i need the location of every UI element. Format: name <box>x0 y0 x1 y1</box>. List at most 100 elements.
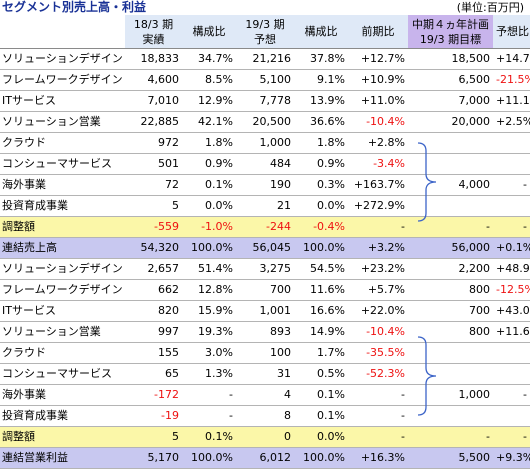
cell-actual: -19 <box>125 405 182 427</box>
cell-forecast: -244 <box>236 216 294 238</box>
cell-forecast: 4 <box>236 384 294 406</box>
cell-actual: 5 <box>125 426 182 448</box>
header-vs-forecast: 予想比 <box>493 15 530 49</box>
table-row: ソリューションデザイン 18,833 34.7% 21,216 37.8% +12.7% 1… <box>0 48 530 70</box>
row-label: クラウド <box>0 342 125 364</box>
cell-forecast: 8 <box>236 405 294 427</box>
cell-vs-forecast: - <box>493 216 530 238</box>
cell-ratio-forecast: 14.9% <box>294 321 348 343</box>
row-label: 連結売上高 <box>0 237 125 259</box>
cell-ratio-forecast: 100.0% <box>294 237 348 259</box>
row-label: コンシューマサービス <box>0 153 125 175</box>
cell-ratio-forecast: -0.4% <box>294 216 348 238</box>
cell-ratio-forecast: 36.6% <box>294 111 348 133</box>
cell-ratio-forecast: 100.0% <box>294 447 348 469</box>
header-actual: 18/3 期実績 <box>125 15 182 49</box>
cell-midterm-target: 6,500 <box>408 69 493 91</box>
table-row: ソリューションデザイン 2,657 51.4% 3,275 54.5% +23.2% 2,2… <box>0 258 530 280</box>
row-label: 海外事業 <box>0 384 125 406</box>
cell-ratio-forecast: 0.1% <box>294 405 348 427</box>
segment-table: 18/3 期実績 構成比 19/3 期予想 構成比 前期比 中期４ヵ年計画 19/… <box>0 15 530 469</box>
cell-yoy: +5.7% <box>348 279 408 301</box>
cell-ratio-forecast: 0.0% <box>294 195 348 217</box>
header-label-cell <box>0 15 125 49</box>
cell-ratio-forecast: 0.1% <box>294 384 348 406</box>
cell-forecast: 484 <box>236 153 294 175</box>
cell-forecast: 1,001 <box>236 300 294 322</box>
cell-midterm-target <box>408 132 493 154</box>
cell-forecast: 56,045 <box>236 237 294 259</box>
cell-forecast: 700 <box>236 279 294 301</box>
row-label: クラウド <box>0 132 125 154</box>
cell-ratio-forecast: 54.5% <box>294 258 348 280</box>
cell-actual: 54,320 <box>125 237 182 259</box>
cell-vs-forecast <box>493 363 530 385</box>
unit-label: (単位:百万円) <box>456 1 524 14</box>
cell-yoy: +2.8% <box>348 132 408 154</box>
row-label: 投資育成事業 <box>0 195 125 217</box>
row-label: ソリューション営業 <box>0 321 125 343</box>
cell-ratio-forecast: 37.8% <box>294 48 348 70</box>
cell-vs-forecast: +11.6% <box>493 321 530 343</box>
cell-ratio-actual: 51.4% <box>182 258 236 280</box>
cell-ratio-forecast: 0.9% <box>294 153 348 175</box>
cell-actual: 22,885 <box>125 111 182 133</box>
cell-vs-forecast: -21.5% <box>493 69 530 91</box>
row-label: コンシューマサービス <box>0 363 125 385</box>
cell-vs-forecast: +43.0% <box>493 300 530 322</box>
cell-yoy: +3.2% <box>348 237 408 259</box>
cell-yoy: -10.4% <box>348 321 408 343</box>
cell-actual: 972 <box>125 132 182 154</box>
profit-group-brace <box>416 335 438 417</box>
header-ratio-forecast: 構成比 <box>294 15 348 49</box>
cell-actual: 4,600 <box>125 69 182 91</box>
cell-actual: 5 <box>125 195 182 217</box>
cell-forecast: 20,500 <box>236 111 294 133</box>
cell-forecast: 5,100 <box>236 69 294 91</box>
cell-ratio-actual: 42.1% <box>182 111 236 133</box>
cell-forecast: 3,275 <box>236 258 294 280</box>
cell-actual: -172 <box>125 384 182 406</box>
cell-midterm-target: 7,000 <box>408 90 493 112</box>
cell-actual: 997 <box>125 321 182 343</box>
cell-forecast: 6,012 <box>236 447 294 469</box>
cell-forecast: 21 <box>236 195 294 217</box>
cell-midterm-target: 800 <box>408 321 493 343</box>
cell-yoy: +11.0% <box>348 90 408 112</box>
cell-midterm-target: 2,200 <box>408 258 493 280</box>
cell-actual: 65 <box>125 363 182 385</box>
row-label: 投資育成事業 <box>0 405 125 427</box>
cell-yoy: +10.9% <box>348 69 408 91</box>
table-row: 連結売上高 54,320 100.0% 56,045 100.0% +3.2% 56,000… <box>0 237 530 259</box>
row-label: フレームワークデザイン <box>0 279 125 301</box>
cell-actual: 2,657 <box>125 258 182 280</box>
cell-vs-forecast: - <box>493 384 530 406</box>
cell-ratio-actual: 19.3% <box>182 321 236 343</box>
cell-actual: 72 <box>125 174 182 196</box>
cell-ratio-forecast: 13.9% <box>294 90 348 112</box>
cell-actual: 501 <box>125 153 182 175</box>
cell-ratio-actual: 8.5% <box>182 69 236 91</box>
header-midterm-plan: 中期４ヵ年計画 19/3 期目標 <box>408 15 493 49</box>
cell-vs-forecast: +2.5% <box>493 111 530 133</box>
cell-ratio-forecast: 0.3% <box>294 174 348 196</box>
cell-forecast: 31 <box>236 363 294 385</box>
cell-ratio-forecast: 1.7% <box>294 342 348 364</box>
cell-actual: 662 <box>125 279 182 301</box>
cell-ratio-actual: - <box>182 384 236 406</box>
cell-forecast: 893 <box>236 321 294 343</box>
header-ratio-actual: 構成比 <box>182 15 236 49</box>
cell-ratio-actual: - <box>182 405 236 427</box>
table-row: 調整額 5 0.1% 0 0.0% - - - <box>0 426 530 448</box>
cell-midterm-target: 800 <box>408 279 493 301</box>
cell-ratio-forecast: 11.6% <box>294 279 348 301</box>
cell-yoy: -52.3% <box>348 363 408 385</box>
cell-yoy: -10.4% <box>348 111 408 133</box>
cell-vs-forecast: +9.3% <box>493 447 530 469</box>
cell-ratio-forecast: 16.6% <box>294 300 348 322</box>
cell-ratio-actual: 0.0% <box>182 195 236 217</box>
cell-yoy: - <box>348 384 408 406</box>
cell-midterm-target: 56,000 <box>408 237 493 259</box>
cell-forecast: 0 <box>236 426 294 448</box>
